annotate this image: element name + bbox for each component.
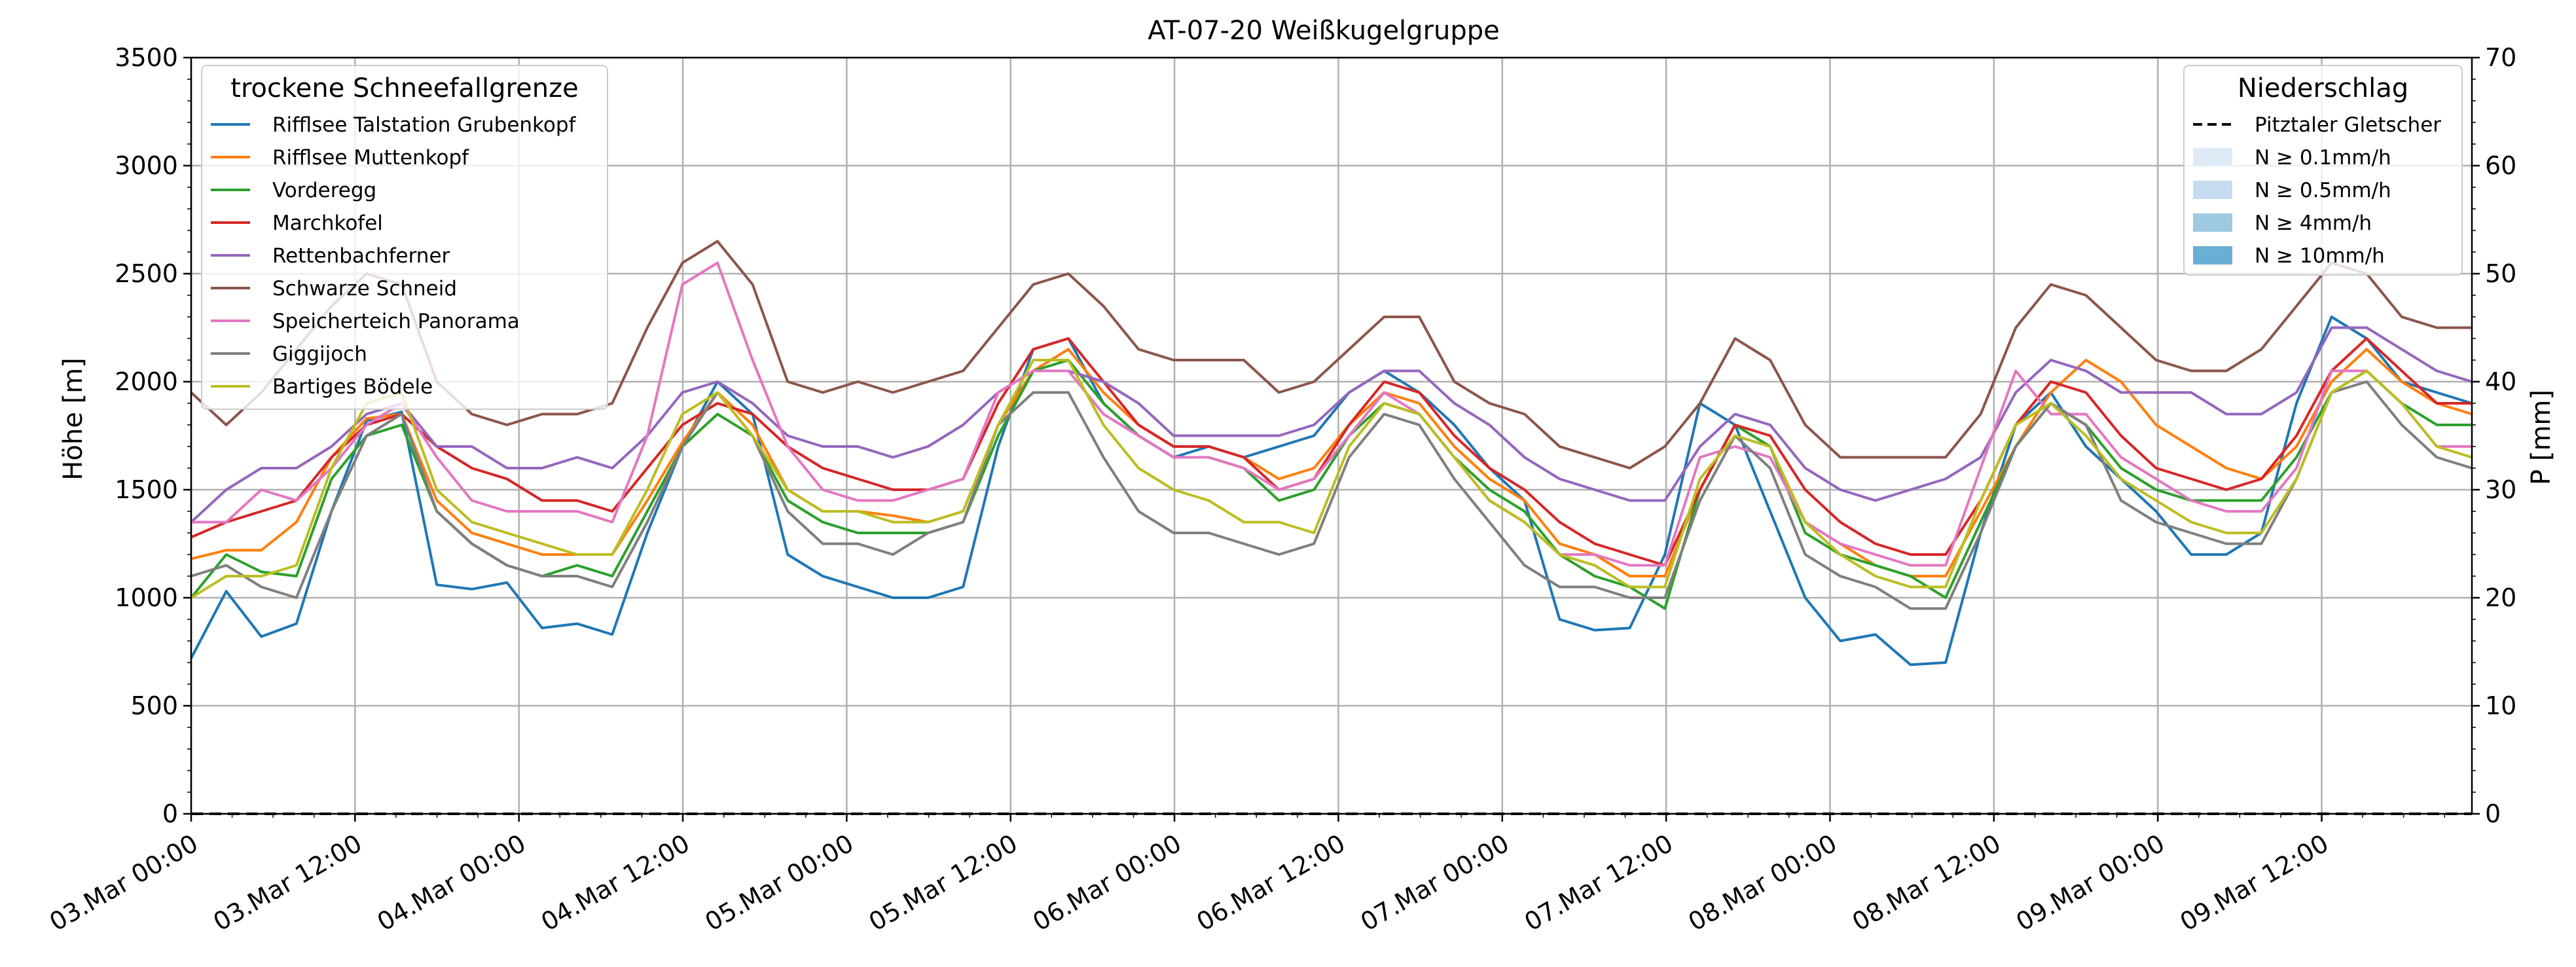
y2-tick-label: 70 xyxy=(2485,43,2516,72)
y-tick-label: 0 xyxy=(162,799,178,828)
legend-left-label: Rifflsee Muttenkopf xyxy=(272,146,469,170)
y2-tick-label: 50 xyxy=(2485,259,2516,288)
legend-right-swatch xyxy=(2193,181,2232,199)
legend-left-label: Rifflsee Talstation Grubenkopf xyxy=(272,113,577,137)
legend-right-label: N ≥ 0.1mm/h xyxy=(2255,146,2391,170)
y-tick-label: 1000 xyxy=(115,583,178,612)
legend-right-swatch xyxy=(2193,246,2232,265)
legend-right-label: N ≥ 10mm/h xyxy=(2255,244,2385,268)
legend-right-box xyxy=(2183,65,2463,276)
legend-niederschlag: Niederschlag Pitztaler Gletscher N ≥ 0.1mm… xyxy=(2183,65,2463,276)
legend-left-title: trockene Schneefallgrenze xyxy=(230,73,578,103)
legend-right-swatch xyxy=(2193,148,2232,166)
series-line-7 xyxy=(190,380,2473,610)
legend-left-label: Vorderegg xyxy=(272,179,376,202)
y-axis-label: Höhe [m] xyxy=(58,357,88,480)
legend-schneefallgrenze: trockene Schneefallgrenze Rifflsee Talsta… xyxy=(201,65,608,410)
legend-left-label: Bartiges Bödele xyxy=(272,375,433,399)
plot-frame xyxy=(190,56,2473,815)
y-tick-label: 2500 xyxy=(115,259,178,288)
chart-title: AT-07-20 Weißkugelgruppe xyxy=(1148,16,1500,46)
y2-tick-label: 40 xyxy=(2485,367,2516,396)
series-line-6 xyxy=(191,261,2472,567)
series-line-1 xyxy=(190,348,2473,577)
y-tick-label: 3500 xyxy=(115,43,178,72)
series-line-8 xyxy=(190,359,2473,599)
y-axis-right: 0 10 20 30 40 50 60 70 xyxy=(2472,43,2516,828)
legend-right-swatch xyxy=(2193,213,2232,232)
legend-left-label: Speicherteich Panorama xyxy=(272,310,520,333)
series-lines xyxy=(190,240,2473,666)
series-line-2 xyxy=(190,359,2472,610)
series-line-5 xyxy=(190,240,2472,469)
y2-axis-label: P [mm] xyxy=(2526,390,2556,485)
legend-left-label: Schwarze Schneid xyxy=(272,277,457,301)
legend-right-label: N ≥ 4mm/h xyxy=(2255,211,2372,235)
y2-tick-label: 10 xyxy=(2485,691,2516,720)
y-tick-label: 3000 xyxy=(115,151,178,180)
legend-left-label: Marchkofel xyxy=(272,211,383,235)
legend-right-label: Pitztaler Gletscher xyxy=(2255,113,2441,137)
y2-tick-label: 30 xyxy=(2485,475,2516,504)
series-line-3 xyxy=(190,337,2472,567)
y2-tick-label: 0 xyxy=(2485,799,2501,828)
legend-left-label: Giggijoch xyxy=(272,342,367,366)
y-tick-label: 2000 xyxy=(115,367,178,396)
legend-right-title: Niederschlag xyxy=(2238,73,2408,103)
y-axis-left: 0 500 1000 1500 2000 2500 3000 3500 xyxy=(115,43,191,828)
legend-left-label: Rettenbachferner xyxy=(272,244,450,268)
series-line-0 xyxy=(190,316,2473,666)
y-tick-label: 1500 xyxy=(115,475,178,504)
series-line-4 xyxy=(190,326,2473,523)
y2-tick-label: 20 xyxy=(2485,583,2516,612)
legend-right-label: N ≥ 0.5mm/h xyxy=(2255,179,2391,202)
y2-tick-label: 60 xyxy=(2485,151,2516,180)
y-tick-label: 500 xyxy=(130,691,178,720)
legend-left-box xyxy=(201,65,608,410)
